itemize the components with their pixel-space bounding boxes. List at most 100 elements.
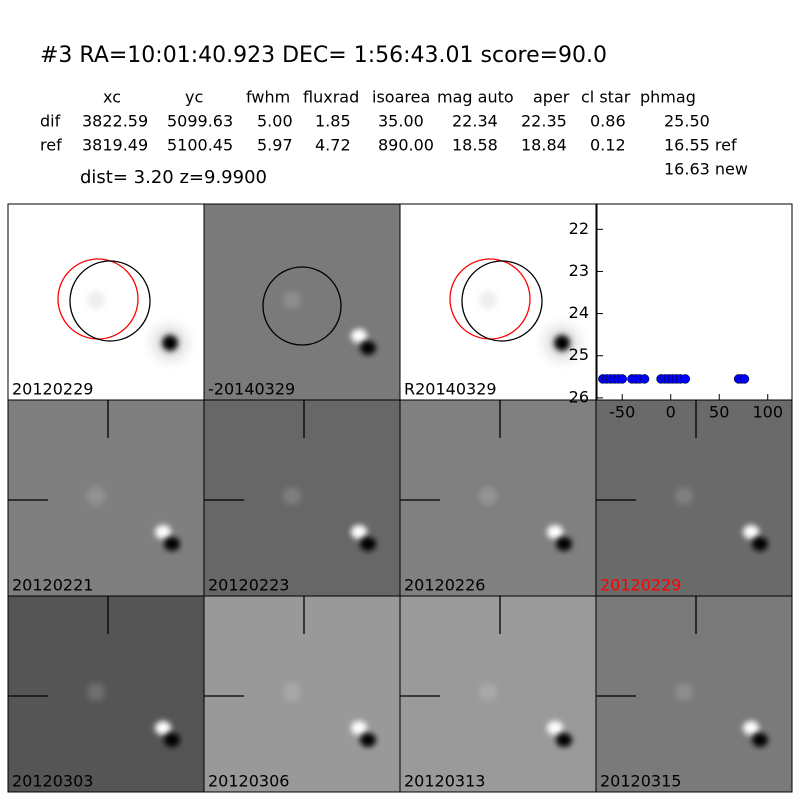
faint-source xyxy=(479,683,497,701)
dipole-dark xyxy=(360,341,376,355)
table-cell: 25.50 xyxy=(664,112,710,131)
lightcurve: 22 23 24 25 26 -50 0 50 100 xyxy=(569,203,793,422)
table-cell: 5100.45 xyxy=(167,136,233,155)
column-header: cl star xyxy=(581,88,631,107)
faint-source xyxy=(87,683,105,701)
y-tick-label: 23 xyxy=(569,261,589,280)
panel-label: R20140329 xyxy=(404,380,497,399)
point xyxy=(639,374,650,384)
faint-source xyxy=(675,683,693,701)
column-header: xc xyxy=(103,88,121,107)
dipole-bright xyxy=(743,721,759,735)
faint-source xyxy=(283,683,301,701)
image-background xyxy=(400,400,596,596)
table-cell: 3822.59 xyxy=(82,112,148,131)
point xyxy=(680,374,691,384)
x-tick-label: -50 xyxy=(609,403,635,422)
column-header: fluxrad xyxy=(303,88,359,107)
points xyxy=(598,374,750,384)
dipole-bright xyxy=(155,721,171,735)
dipole-dark xyxy=(752,537,768,551)
dipole-bright xyxy=(547,525,563,539)
faint-source xyxy=(283,291,301,309)
dist-line: dist= 3.20 z=9.9900 xyxy=(80,167,267,188)
new-mag: 16.63 new xyxy=(664,160,748,179)
column-header: phmag xyxy=(640,88,696,107)
column-header: mag auto xyxy=(437,88,514,107)
dipole-dark xyxy=(360,537,376,551)
black-circle xyxy=(262,266,342,346)
table-cell: 35.00 xyxy=(378,112,424,131)
table-cell: 5099.63 xyxy=(167,112,233,131)
dipole-bright xyxy=(351,525,367,539)
table-cell: 890.00 xyxy=(378,136,434,155)
row-label: dif xyxy=(40,112,61,131)
faint-source xyxy=(283,487,301,505)
dipole-dark xyxy=(360,733,376,747)
image-background xyxy=(596,596,792,792)
plot-area xyxy=(596,203,793,401)
halo xyxy=(544,325,580,361)
panels: 20120229 -20140329 R20140329 20120221 201202… xyxy=(7,203,793,793)
faint-source xyxy=(479,291,497,309)
row-label: ref xyxy=(40,136,62,155)
dipole-bright xyxy=(351,721,367,735)
panel-label: 20120303 xyxy=(12,772,93,791)
table-cell: 4.72 xyxy=(315,136,351,155)
y-tick-label: 25 xyxy=(569,345,589,364)
point xyxy=(739,374,750,384)
dipole-dark xyxy=(164,733,180,747)
table-cell: 3819.49 xyxy=(82,136,148,155)
table-cell: 0.12 xyxy=(590,136,626,155)
dipole-bright xyxy=(547,721,563,735)
faint-source xyxy=(479,487,497,505)
image-background xyxy=(204,204,400,400)
table-cell: 22.34 xyxy=(452,112,498,131)
x-tick-label: 0 xyxy=(666,403,676,422)
dipole-bright xyxy=(155,525,171,539)
faint-source xyxy=(675,487,693,505)
image-background xyxy=(204,400,400,596)
table-cell: 22.35 xyxy=(521,112,567,131)
dipole-dark xyxy=(164,537,180,551)
faint-source xyxy=(87,291,105,309)
point xyxy=(617,374,627,384)
table-cell: 0.86 xyxy=(590,112,626,131)
panel-border xyxy=(595,595,793,793)
image-background xyxy=(596,400,792,596)
table-cell: 16.55 ref xyxy=(664,136,737,155)
panel-label: 20120226 xyxy=(404,576,485,595)
title: #3 RA=10:01:40.923 DEC= 1:56:43.01 score… xyxy=(40,43,607,68)
panel-label: 20120315 xyxy=(600,772,681,791)
black-circle xyxy=(461,260,543,342)
panel-label: 20120223 xyxy=(208,576,289,595)
column-header: isoarea xyxy=(372,88,430,107)
x-tick-label: 100 xyxy=(752,403,783,422)
panel-label: 20120313 xyxy=(404,772,485,791)
panel-label: -20140329 xyxy=(208,380,295,399)
column-header: aper xyxy=(533,88,570,107)
image-background xyxy=(8,204,204,400)
panel-label: 20120221 xyxy=(12,576,93,595)
halo xyxy=(152,325,188,361)
image-background xyxy=(400,596,596,792)
column-header: fwhm xyxy=(246,88,290,107)
image-background xyxy=(400,204,596,400)
panel-label: 20120229 xyxy=(600,576,681,595)
black-circle xyxy=(69,260,151,342)
dipole-dark xyxy=(556,537,572,551)
dipole-dark xyxy=(556,733,572,747)
dipole-bright xyxy=(743,525,759,539)
panel-label: 20120229 xyxy=(12,380,93,399)
panel-label: 20120306 xyxy=(208,772,289,791)
y-tick-label: 24 xyxy=(569,303,589,322)
table-cell: 1.85 xyxy=(315,112,351,131)
image-background xyxy=(204,596,400,792)
dipole-dark xyxy=(752,733,768,747)
table-cell: 5.97 xyxy=(257,136,293,155)
column-header: yc xyxy=(185,88,203,107)
table-cell: 18.58 xyxy=(452,136,498,155)
x-tick-label: 50 xyxy=(709,403,729,422)
table-cell: 5.00 xyxy=(257,112,293,131)
